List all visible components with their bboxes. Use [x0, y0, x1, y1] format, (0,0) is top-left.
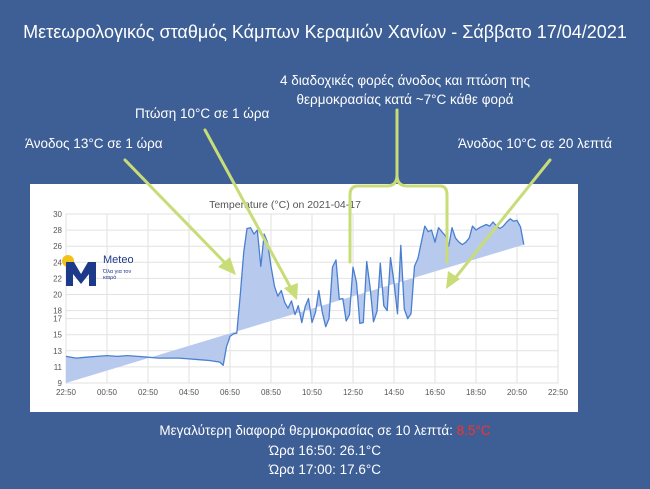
y-tick-label: 15 — [53, 331, 62, 340]
y-tick-label: 26 — [53, 242, 62, 251]
temperature-chart-card: 9 11 13 15 17 18 20 22 24 26 28 30 22:50 00:50 02:50 04… — [30, 184, 578, 412]
annotation-drop: Πτώση 10°C σε 1 ώρα — [135, 106, 270, 121]
x-tick-label: 20:50 — [507, 388, 528, 397]
meteo-logo-tagline: Όλα για τον καιρό — [103, 269, 132, 281]
x-tick-label: 22:50 — [548, 388, 569, 397]
footer-max-diff: Μεγαλύτερη διαφορά θερμοκρασίας σε 10 λε… — [0, 423, 650, 438]
y-tick-label: 22 — [53, 274, 62, 283]
meteo-logo-icon — [62, 255, 96, 286]
annotation-oscillation-line2: θερμοκρασίας κατά ~7°C κάθε φορά — [296, 92, 514, 107]
y-tick-label: 17 — [53, 315, 62, 324]
y-tick-label: 18 — [53, 307, 62, 316]
y-tick-label: 13 — [53, 347, 62, 356]
x-tick-label: 22:50 — [56, 388, 77, 397]
y-tick-label: 11 — [54, 363, 63, 372]
annotation-rise-right: Άνοδος 10°C σε 20 λεπτά — [458, 136, 613, 151]
annotation-oscillation: 4 διαδοχικές φορές άνοδος και πτώση της … — [240, 71, 570, 109]
x-tick-label: 06:50 — [220, 388, 241, 397]
y-tick-label: 28 — [53, 226, 62, 235]
x-tick-label: 08:50 — [261, 388, 282, 397]
x-tick-label: 12:50 — [343, 388, 364, 397]
footer-max-diff-label: Μεγαλύτερη διαφορά θερμοκρασίας σε 10 λε… — [159, 423, 457, 438]
slide-title: Μετεωρολογικός σταθμός Κάμπων Κεραμιών Χ… — [23, 22, 627, 42]
x-tick-label: 02:50 — [138, 388, 159, 397]
footer-time-1700: Ώρα 17:00: 17.6°C — [268, 462, 382, 477]
annotation-oscillation-line1: 4 διαδοχικές φορές άνοδος και πτώση της — [280, 73, 530, 88]
y-tick-label: 30 — [53, 210, 62, 219]
x-tick-label: 16:50 — [425, 388, 446, 397]
meteo-logo-name: Meteo — [103, 254, 134, 266]
x-tick-label: 18:50 — [466, 388, 487, 397]
footer-time-1650: Ώρα 16:50: 26.1°C — [268, 443, 382, 458]
chart-title: Temperature (°C) on 2021-04-17 — [209, 199, 361, 211]
meteo-logo: Meteo Όλα για τον καιρό — [58, 252, 158, 290]
y-tick-label: 20 — [53, 290, 62, 299]
x-tick-label: 10:50 — [302, 388, 323, 397]
x-tick-label: 14:50 — [384, 388, 405, 397]
footer-max-diff-value: 8.5°C — [456, 423, 491, 438]
y-tick-label: 24 — [53, 258, 62, 267]
y-tick-label: 9 — [58, 379, 63, 388]
x-tick-label: 04:50 — [179, 388, 200, 397]
annotation-rise-left: Άνοδος 13°C σε 1 ώρα — [25, 136, 163, 151]
x-tick-label: 00:50 — [97, 388, 118, 397]
